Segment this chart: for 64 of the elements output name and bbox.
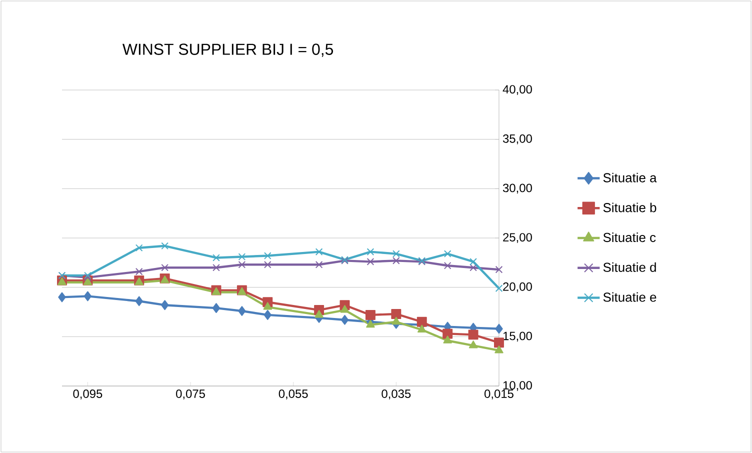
point — [315, 260, 323, 268]
point — [314, 310, 324, 318]
point — [495, 284, 503, 292]
point — [238, 260, 246, 268]
x-tick-label: 0,095 — [73, 390, 102, 400]
point — [495, 324, 503, 334]
x-tick-label: 0,035 — [382, 390, 411, 400]
point — [494, 338, 504, 348]
point — [58, 292, 66, 302]
point — [444, 262, 452, 270]
x-tick-label: 0,055 — [278, 390, 308, 400]
point — [238, 253, 246, 260]
point — [494, 345, 504, 354]
point — [442, 328, 453, 339]
point — [135, 244, 143, 252]
point — [263, 302, 272, 310]
y-tick-label: 15,00 — [503, 332, 532, 342]
point — [392, 257, 400, 264]
point — [366, 258, 374, 266]
point — [470, 258, 477, 266]
chart-title: WINST SUPPLIER BIJ I = 0,5 — [122, 44, 334, 57]
point — [264, 310, 272, 320]
legend-label: Situatie d — [603, 262, 656, 272]
point — [84, 291, 92, 302]
legend-label: Situatie a — [603, 172, 657, 182]
point — [365, 310, 376, 320]
point — [212, 303, 220, 314]
point — [340, 305, 350, 313]
y-tick-label: 30,00 — [502, 184, 532, 194]
x-tick-label: 0,015 — [484, 390, 514, 400]
point — [366, 320, 375, 328]
point — [417, 324, 426, 332]
point — [238, 306, 246, 316]
point — [135, 296, 143, 306]
y-tick-label: 20,00 — [503, 282, 532, 292]
point — [160, 300, 169, 310]
point — [212, 264, 220, 272]
point — [161, 264, 168, 272]
legend-label: Situatie c — [603, 232, 656, 242]
point — [212, 254, 220, 262]
point — [161, 242, 168, 250]
point — [315, 248, 323, 256]
point — [366, 248, 374, 256]
y-tick-label: 35,00 — [502, 134, 532, 144]
point — [264, 260, 272, 268]
point — [443, 336, 452, 344]
point — [392, 316, 401, 325]
legend-label: Situatie b — [603, 202, 656, 212]
y-tick-label: 40,00 — [502, 85, 532, 95]
point — [468, 330, 478, 340]
legend-label: Situatie e — [603, 292, 656, 302]
point — [391, 308, 402, 319]
point — [470, 264, 477, 272]
point — [264, 252, 272, 260]
point — [495, 266, 503, 274]
point — [392, 250, 400, 258]
point — [416, 316, 427, 327]
point — [340, 314, 349, 325]
point — [468, 340, 478, 348]
y-tick-label: 10,00 — [503, 381, 532, 391]
point — [135, 268, 143, 276]
x-tick-label: 0,075 — [176, 390, 205, 400]
y-tick-label: 25,00 — [503, 233, 532, 243]
point — [444, 250, 452, 258]
